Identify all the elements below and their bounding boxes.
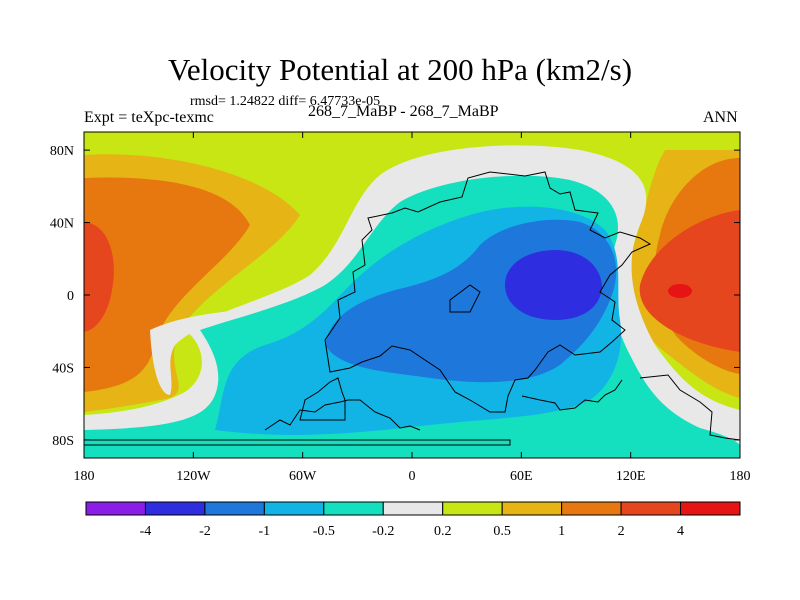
colorbar-label: 0.2 <box>434 524 452 539</box>
colorbar-label: 2 <box>618 524 625 539</box>
x-tick-label: 120W <box>176 469 211 484</box>
colorbar-swatch <box>144 501 206 516</box>
x-tick-label: 180 <box>730 469 751 484</box>
colorbar-swatch <box>620 501 682 516</box>
y-tick-label: 40N <box>50 217 74 232</box>
contour-level-2-4-east <box>639 210 740 352</box>
colorbar-label: 1 <box>558 524 565 539</box>
colorbar-label: -4 <box>140 524 152 539</box>
period-label: ANN <box>703 109 738 126</box>
colorbar-swatch <box>680 501 741 516</box>
case-label: 268_7_MaBP - 268_7_MaBP <box>308 103 499 120</box>
coastlines <box>84 171 740 446</box>
x-axis-ticks: 180 120W 60W 0 60E 120E 180 <box>74 132 751 484</box>
contour-level-above-4-east <box>668 284 692 298</box>
colorbar-swatch <box>204 501 265 516</box>
x-tick-label: 180 <box>74 469 95 484</box>
colorbar-swatch <box>382 501 444 516</box>
colorbar-label: 0.5 <box>493 524 511 539</box>
colorbar-swatch <box>263 501 325 516</box>
contour-level-neg0.2-0.2-tongue <box>150 310 240 395</box>
colorbar-label: -1 <box>259 524 271 539</box>
x-tick-label: 0 <box>409 469 416 484</box>
contour-level-1-2-west <box>84 177 250 392</box>
x-tick-label: 60E <box>510 469 533 484</box>
colorbar-label: 4 <box>677 524 684 539</box>
experiment-label: Expt = teXpc-texmc <box>84 109 214 126</box>
colorbar-label: -2 <box>199 524 211 539</box>
stats-label: rmsd= 1.24822 diff= 6.47733e-05 <box>190 94 381 109</box>
colorbar-label: -0.5 <box>313 524 335 539</box>
colorbar-swatch <box>85 501 146 516</box>
chart-title: Velocity Potential at 200 hPa (km2/s) <box>167 52 633 87</box>
y-axis-ticks: 80N 40N 0 40S 80S <box>50 144 740 449</box>
y-tick-label: 0 <box>67 289 74 304</box>
colorbar-swatch <box>323 501 384 516</box>
colorbar: -4 -2 -1 -0.5 -0.2 0.2 0.5 1 2 4 <box>85 501 741 539</box>
y-tick-label: 80S <box>52 434 74 449</box>
colorbar-swatch <box>561 501 622 516</box>
colorbar-swatch <box>442 501 503 516</box>
y-tick-label: 40S <box>52 361 74 376</box>
colorbar-label: -0.2 <box>372 524 394 539</box>
x-tick-label: 120E <box>616 469 646 484</box>
x-tick-label: 60W <box>289 469 317 484</box>
y-tick-label: 80N <box>50 144 74 159</box>
contour-field <box>84 132 740 458</box>
contour-level-neg4-neg2 <box>505 250 602 320</box>
contour-level-2-4-west <box>84 222 114 332</box>
colorbar-swatch <box>501 501 563 516</box>
